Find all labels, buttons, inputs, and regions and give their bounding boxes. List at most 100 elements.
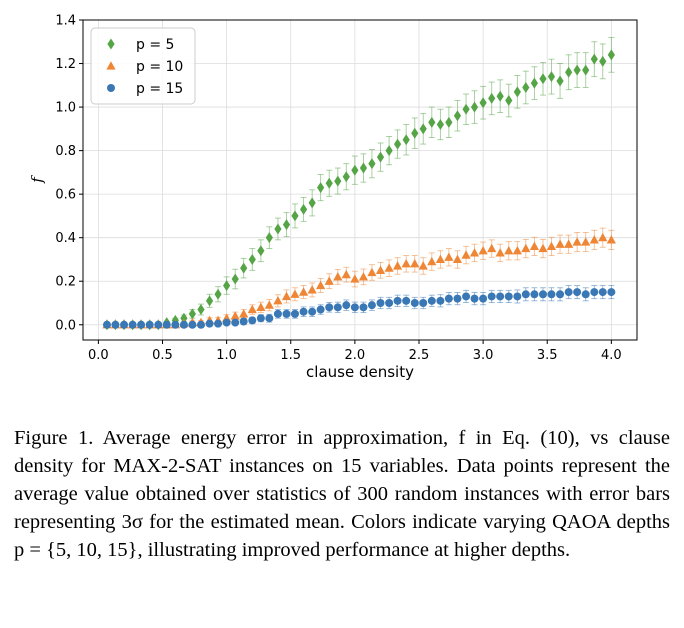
scatter-chart: 0.0 0.5 1.0 1.5 2.0 2.5 3.0 3.5 4.0 0.0 0.2 0.4 0.6 0… xyxy=(28,14,638,381)
data-point xyxy=(299,307,308,316)
data-point xyxy=(607,288,616,297)
data-point xyxy=(479,97,487,109)
x-tick-label: 2.0 xyxy=(345,348,366,363)
data-point xyxy=(384,263,394,272)
y-tick-label: 0.4 xyxy=(55,231,76,246)
data-point xyxy=(393,138,402,150)
data-point xyxy=(230,311,240,320)
axes: 0.0 0.5 1.0 1.5 2.0 2.5 3.0 3.5 4.0 0.0 0.2 0.4 0.6 0… xyxy=(55,14,621,364)
data-point xyxy=(376,151,385,163)
data-point xyxy=(478,245,488,255)
data-point xyxy=(281,291,292,301)
data-point xyxy=(367,267,377,277)
data-point xyxy=(248,316,257,325)
data-point xyxy=(410,259,420,268)
data-point xyxy=(231,273,239,285)
x-tick-label: 0.0 xyxy=(88,348,109,363)
data-point xyxy=(291,210,299,222)
data-point xyxy=(556,75,564,87)
data-point xyxy=(401,259,411,268)
data-point xyxy=(265,314,274,323)
data-point xyxy=(239,309,249,318)
data-point xyxy=(368,158,376,170)
data-point xyxy=(410,298,419,307)
data-point xyxy=(205,319,214,328)
data-point xyxy=(461,250,471,259)
data-point xyxy=(513,292,522,301)
data-point xyxy=(240,262,248,274)
data-point xyxy=(488,92,496,104)
data-point xyxy=(137,320,146,329)
data-point xyxy=(231,318,240,327)
data-point xyxy=(298,287,309,296)
legend-label: p = 10 xyxy=(136,59,183,75)
data-point xyxy=(342,301,351,310)
series-3 xyxy=(102,285,616,329)
data-point xyxy=(462,292,471,301)
data-point xyxy=(436,118,445,130)
data-point xyxy=(223,280,231,292)
data-point xyxy=(341,269,351,279)
data-point xyxy=(606,235,616,244)
data-point xyxy=(350,274,360,283)
data-point xyxy=(505,95,513,107)
data-point xyxy=(308,197,316,209)
y-tick-label: 1.0 xyxy=(55,101,76,116)
data-point xyxy=(419,123,427,135)
data-point xyxy=(402,296,411,305)
data-point xyxy=(598,232,608,242)
data-point xyxy=(564,239,574,248)
data-point xyxy=(257,245,265,257)
data-point xyxy=(196,320,205,329)
x-tick-label: 1.5 xyxy=(280,348,301,363)
data-point xyxy=(385,145,393,157)
data-point xyxy=(367,301,376,310)
data-point xyxy=(334,175,342,187)
figure-caption: Figure 1. Average energy error in approx… xyxy=(14,427,670,561)
x-axis-label: clause density xyxy=(306,363,414,381)
data-point xyxy=(564,288,573,297)
data-point xyxy=(589,235,599,244)
data-point xyxy=(308,307,317,316)
data-point xyxy=(179,320,188,329)
data-point xyxy=(264,300,274,309)
data-point xyxy=(385,298,394,307)
data-point xyxy=(590,53,598,65)
x-tick-label: 3.5 xyxy=(537,348,558,363)
data-point xyxy=(180,312,188,324)
data-point xyxy=(274,223,282,235)
data-point xyxy=(273,296,283,305)
data-point xyxy=(248,253,256,265)
data-point xyxy=(581,237,591,246)
data-point xyxy=(418,261,428,270)
data-point xyxy=(350,303,359,312)
data-point xyxy=(427,296,436,305)
data-point xyxy=(573,288,582,297)
data-point xyxy=(197,304,205,316)
data-point xyxy=(470,294,479,303)
data-point xyxy=(222,318,231,327)
y-tick-label: 0.0 xyxy=(55,318,76,333)
data-point xyxy=(316,305,325,314)
data-point xyxy=(539,73,547,85)
x-tick-label: 2.5 xyxy=(409,348,430,363)
data-point xyxy=(469,248,480,257)
data-point xyxy=(530,77,539,89)
data-point xyxy=(513,86,521,98)
data-point xyxy=(375,265,386,274)
data-point xyxy=(452,254,463,264)
data-point xyxy=(582,64,590,76)
data-point xyxy=(538,290,547,299)
data-point xyxy=(324,276,334,285)
data-point xyxy=(239,317,248,326)
data-point xyxy=(435,254,446,264)
data-point xyxy=(214,319,223,328)
data-point xyxy=(333,272,343,281)
data-point xyxy=(496,90,504,102)
y-axis-label: f xyxy=(28,175,46,184)
data-point xyxy=(487,243,497,253)
data-point xyxy=(402,134,410,146)
data-point xyxy=(572,237,582,246)
data-point xyxy=(462,103,470,115)
legend-label: p = 5 xyxy=(136,37,174,53)
